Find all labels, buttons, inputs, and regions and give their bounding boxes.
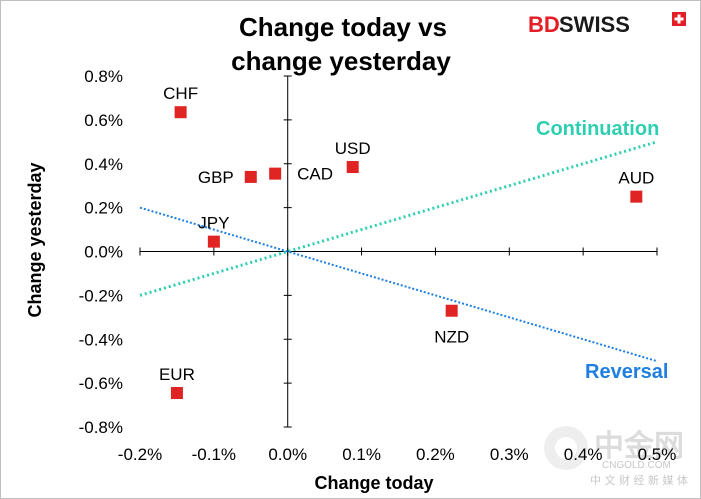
reversal-label: Reversal <box>585 361 668 383</box>
point-usd <box>346 161 359 174</box>
x-tick-label: 0.3% <box>490 445 529 464</box>
y-tick-label: 0.8% <box>84 67 123 86</box>
bdswiss-logo: BD SWISS <box>528 12 686 37</box>
x-tick-label: 0.1% <box>342 445 381 464</box>
brand-swiss-text: SWISS <box>559 12 630 37</box>
point-chf <box>174 106 187 119</box>
x-tick-labels: -0.2% -0.1% 0.0% 0.1% 0.2% 0.3% 0.4% 0.5% <box>118 445 677 464</box>
watermark-main-text: 中金网 <box>594 429 684 464</box>
point-eur <box>170 386 183 399</box>
brand-bd-text: BD <box>528 12 560 37</box>
cngold-watermark: 中金网 CNGOLD.COM 中 文 财 经 新 媒 体 <box>544 426 688 487</box>
swiss-cross-icon <box>672 12 686 26</box>
y-tick-label: 0.6% <box>84 111 123 130</box>
watermark-site-text: CNGOLD.COM <box>602 460 671 471</box>
y-tick-labels: 0.8% 0.6% 0.4% 0.2% 0.0% -0.2% -0.4% -0.6% -0.8% <box>79 67 123 437</box>
point-label-jpy: JPY <box>198 214 229 233</box>
watermark-sub-text: 中 文 财 经 新 媒 体 <box>590 473 688 487</box>
y-tick-label: 0.2% <box>84 199 123 218</box>
y-axis-title: Change yesterday <box>25 162 45 317</box>
point-gbp <box>244 170 257 183</box>
point-label-gbp: GBP <box>198 168 234 187</box>
point-label-usd: USD <box>335 139 371 158</box>
point-aud <box>630 190 643 203</box>
x-tick-label: 0.5% <box>638 445 677 464</box>
point-nzd <box>445 304 458 317</box>
y-tick-label: -0.6% <box>79 374 123 393</box>
x-tick-label: 0.0% <box>268 445 307 464</box>
point-cad <box>269 167 282 180</box>
y-tick-label: -0.2% <box>79 286 123 305</box>
point-label-aud: AUD <box>618 169 654 188</box>
trendlines <box>139 140 658 363</box>
x-axis-title: Change today <box>314 473 433 493</box>
continuation-label: Continuation <box>536 118 659 140</box>
point-jpy <box>207 235 220 248</box>
point-label-cad: CAD <box>297 165 333 184</box>
x-tick-label: -0.1% <box>192 445 236 464</box>
point-label-chf: CHF <box>163 84 198 103</box>
x-tick-label: -0.2% <box>118 445 162 464</box>
y-tick-label: 0.4% <box>84 155 123 174</box>
y-tick-label: 0.0% <box>84 243 123 262</box>
x-tick-marks <box>139 247 658 256</box>
reversal-trendline <box>139 206 658 363</box>
data-points <box>170 106 643 399</box>
point-label-eur: EUR <box>159 365 195 384</box>
y-tick-label: -0.8% <box>79 418 123 437</box>
x-tick-label: 0.2% <box>416 445 455 464</box>
x-tick-label: 0.4% <box>564 445 603 464</box>
point-label-nzd: NZD <box>434 328 469 347</box>
y-tick-label: -0.4% <box>79 330 123 349</box>
chart-title-line-1: Change today vs <box>239 12 447 42</box>
chart-title-line-2: change yesterday <box>231 46 451 76</box>
